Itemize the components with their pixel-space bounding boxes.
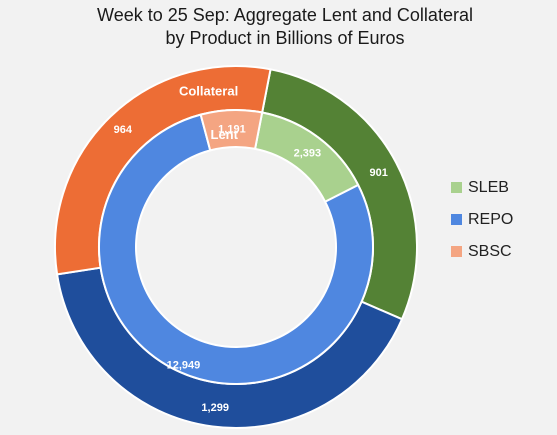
legend-item-repo: REPO: [451, 208, 513, 231]
legend-item-sleb: SLEB: [451, 176, 513, 199]
legend: SLEB REPO SBSC: [451, 176, 513, 272]
inner-slice-repo: [98, 113, 374, 385]
legend-item-sbsc: SBSC: [451, 240, 513, 263]
outer-value-label-sleb: 901: [369, 167, 387, 179]
legend-label-sbsc: SBSC: [468, 242, 512, 260]
inner-ring-name-label: Lent: [211, 127, 239, 142]
legend-swatch-repo: [451, 214, 462, 225]
outer-ring-name-label: Collateral: [179, 83, 238, 98]
inner-value-label-sbsc: 1,191: [218, 124, 246, 136]
legend-swatch-sbsc: [451, 246, 462, 257]
outer-ring-collateral: 901 1,299 964 Collateral: [54, 65, 418, 429]
chart-title-line-1: Week to 25 Sep: Aggregate Lent and Colla…: [97, 5, 473, 25]
inner-value-label-sleb: 2,393: [294, 147, 322, 159]
outer-value-label-sbsc: 964: [114, 124, 133, 136]
chart-title-line-2: by Product in Billions of Euros: [165, 28, 405, 48]
inner-value-label-repo: 12,949: [167, 360, 201, 372]
chart-title: Week to 25 Sep: Aggregate Lent and Colla…: [0, 4, 557, 50]
outer-value-label-repo: 1,299: [201, 402, 229, 414]
legend-swatch-sleb: [451, 182, 462, 193]
inner-slice-sbsc: [199, 109, 264, 152]
legend-label-sleb: SLEB: [468, 178, 509, 196]
legend-label-repo: REPO: [468, 210, 514, 228]
